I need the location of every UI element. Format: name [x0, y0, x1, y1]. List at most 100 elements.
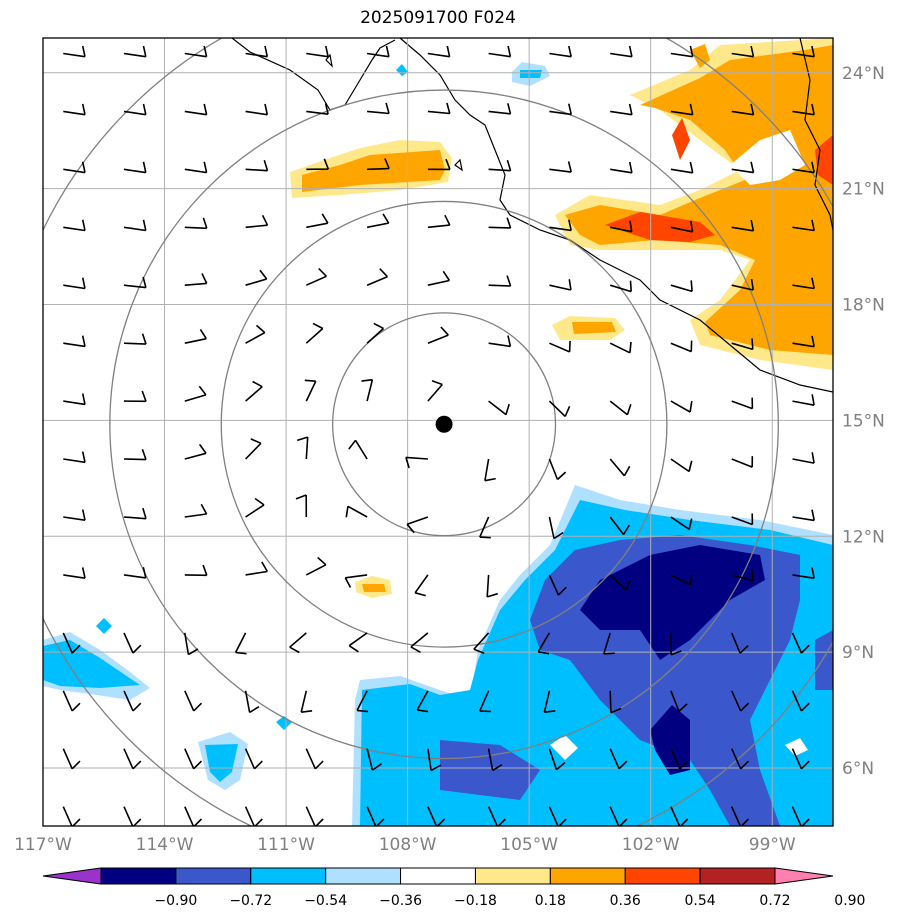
wind-barb: [549, 219, 572, 232]
wind-barb: [416, 690, 429, 713]
wind-barb: [670, 690, 688, 712]
wind-barb: [123, 103, 147, 116]
wind-barb: [670, 748, 689, 770]
wind-barb: [792, 335, 815, 348]
wind-barb: [731, 45, 755, 58]
wind-barb: [245, 497, 265, 518]
colorbar-tick-label: −0.36: [379, 893, 422, 909]
wind-barb: [245, 380, 263, 402]
colorbar-swatch: [250, 867, 327, 885]
wind-barb: [306, 213, 329, 229]
wind-barb: [184, 385, 207, 402]
wind-barb: [792, 394, 815, 406]
colorbar-tick-labels: −0.90 −0.72 −0.54 −0.36 −0.18 0.18 0.36 0.54 0.7…: [154, 893, 865, 909]
wind-barb: [123, 161, 147, 174]
wind-barb: [609, 574, 632, 591]
wind-barb: [184, 103, 208, 116]
longitude-labels: 117°W 114°W 111°W 108°W 105°W 102°W 99°W: [14, 835, 796, 855]
wind-barb: [730, 690, 750, 712]
negative-patch-sw-core: [205, 744, 238, 782]
wind-barb: [537, 632, 551, 655]
colorbar-tick-label: −0.54: [304, 893, 347, 909]
wind-barb: [184, 748, 203, 770]
wind-barb: [63, 45, 86, 58]
wind-barb: [367, 102, 390, 115]
wind-barb: [406, 516, 429, 534]
wind-barb: [484, 458, 496, 482]
colorbar-swatch: [175, 867, 252, 885]
wind-barb: [123, 806, 142, 826]
colorbar-swatch: [100, 867, 177, 885]
wind-barb: [367, 158, 390, 171]
wind-barb: [479, 516, 491, 539]
wind-barb: [549, 103, 572, 116]
wind-barb: [244, 806, 263, 826]
wind-barb: [123, 219, 147, 232]
negative-patch-n-core: [520, 70, 542, 78]
wind-barb: [548, 400, 571, 417]
wind-barb: [62, 748, 81, 770]
wind-barb: [345, 505, 368, 518]
wind-barb: [791, 690, 810, 712]
wind-barb: [300, 690, 313, 713]
wind-barb: [427, 45, 451, 58]
wind-barb: [63, 161, 86, 174]
wind-barb: [670, 103, 694, 116]
range-ring: [332, 312, 557, 537]
wind-barb: [549, 340, 571, 353]
positive-patch-2-core: [572, 322, 616, 334]
wind-barb: [731, 513, 754, 526]
negative-patch-tiny-3: [396, 64, 408, 76]
wind-barb: [123, 690, 142, 712]
wind-barb: [63, 103, 86, 116]
wind-barb: [184, 161, 208, 174]
wind-barb: [414, 574, 429, 597]
wind-barb: [184, 503, 208, 518]
wind-barb: [361, 378, 374, 402]
colorbar-swatch: [325, 867, 402, 885]
latitude-tick-label: 9°N: [842, 643, 874, 663]
negative-patch-tiny-1: [96, 618, 112, 634]
wind-barb: [609, 400, 632, 416]
wind-barb: [731, 278, 754, 291]
colorbar-tick-label: −0.90: [154, 893, 197, 909]
colorbar-tick-label: 0.36: [610, 893, 641, 909]
wind-barb: [62, 690, 81, 712]
wind-barb: [473, 632, 490, 654]
wind-barb: [609, 280, 632, 293]
wind-barb: [245, 103, 269, 116]
wind-barb: [549, 45, 572, 58]
island-1: [325, 53, 333, 68]
wind-barb: [63, 393, 86, 406]
wind-barb: [63, 335, 86, 348]
island-2: [454, 158, 463, 172]
wind-barb: [366, 748, 382, 771]
colorbar-tick-label: 0.72: [759, 893, 790, 909]
white-hole-se-1: [550, 735, 578, 760]
wind-barb: [348, 632, 368, 653]
wind-barb: [670, 280, 693, 293]
wind-barb: [184, 273, 208, 286]
wind-barb: [730, 632, 749, 654]
wind-barb: [730, 748, 750, 770]
wind-barb: [123, 333, 147, 345]
colorbar-extend-high: [774, 867, 834, 885]
wind-barb: [488, 335, 512, 348]
colorbar-tick-label: 0.18: [535, 893, 566, 909]
wind-barb: [670, 340, 693, 353]
wind-barb: [245, 438, 262, 460]
field-shading: [43, 38, 833, 826]
wind-barb: [244, 690, 260, 714]
wind-barb: [356, 690, 369, 713]
wind-barb: [123, 567, 147, 579]
latitude-tick-label: 18°N: [842, 296, 885, 316]
wind-barb: [184, 443, 207, 460]
latitude-tick-label: 15°N: [842, 411, 885, 431]
colorbar-tick-label: 0.90: [834, 893, 865, 909]
wind-barb: [791, 632, 810, 654]
wind-barb: [123, 507, 147, 520]
colorbar-swatch: [474, 867, 551, 885]
wind-barb: [305, 748, 324, 770]
colorbar-tick-label: −0.18: [454, 893, 497, 909]
wind-barb: [427, 102, 451, 115]
